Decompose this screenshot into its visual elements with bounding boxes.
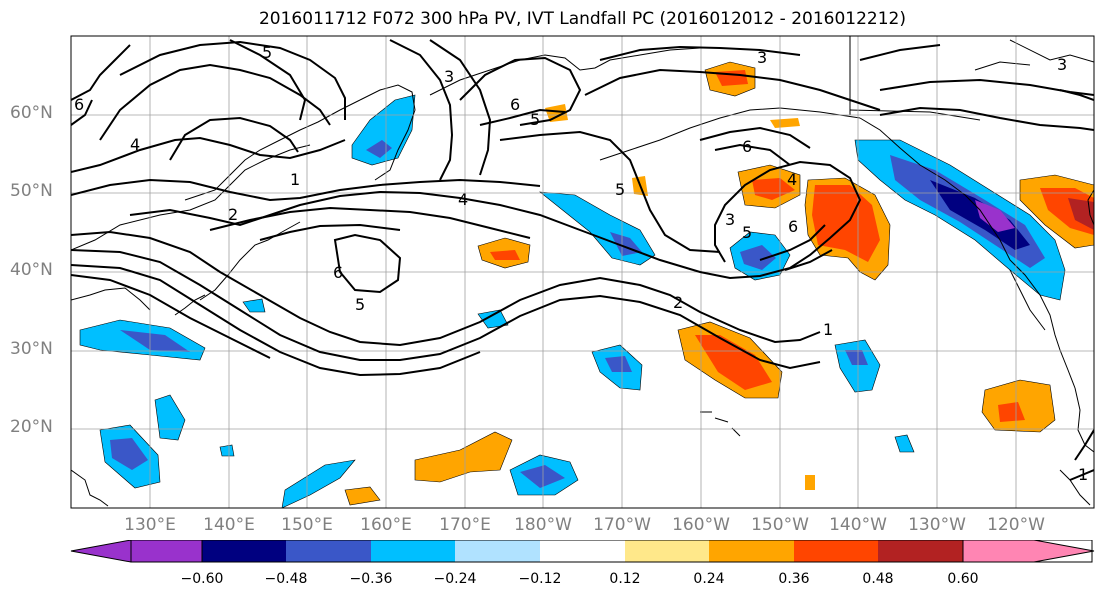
contour-label: 1 xyxy=(1078,465,1088,484)
contour-label: 6 xyxy=(742,137,752,156)
lon-label: 130°E xyxy=(124,515,176,535)
colorbar-tick-label: −0.36 xyxy=(349,571,393,587)
colorbar-tick-label: 0.24 xyxy=(693,571,725,587)
colorbar-tick-label: 0.48 xyxy=(862,571,894,587)
colorbar-segment xyxy=(286,540,371,562)
contour-label: 6 xyxy=(333,263,343,282)
contour-label: 5 xyxy=(262,43,272,62)
lon-label: 170°W xyxy=(593,515,651,535)
colorbar-tick-label: −0.48 xyxy=(264,571,308,587)
colorbar-tick-label: −0.24 xyxy=(433,571,477,587)
colorbar-segment xyxy=(625,540,709,562)
contour-label: 6 xyxy=(788,217,798,236)
contour-label: 2 xyxy=(228,205,238,224)
lon-label: 130°W xyxy=(908,515,966,535)
contour-label: 5 xyxy=(530,110,540,129)
contour-label: 3 xyxy=(1057,55,1067,74)
graticule xyxy=(71,36,1094,508)
contour-label: 3 xyxy=(725,210,735,229)
lon-label: 150°W xyxy=(751,515,809,535)
colorbar-tick-label: −0.60 xyxy=(180,571,224,587)
contour-label: 4 xyxy=(787,170,797,189)
colorbar-segment xyxy=(202,540,286,562)
contour-label: 6 xyxy=(74,95,84,114)
lon-label: 170°E xyxy=(439,515,491,535)
colorbar xyxy=(70,540,1095,563)
lon-label: 120°W xyxy=(987,515,1045,535)
colorbar-extend-low xyxy=(70,540,203,563)
contour-label: 5 xyxy=(615,180,625,199)
contour-label: 6 xyxy=(510,95,520,114)
shaded-anomalies xyxy=(79,61,1094,508)
contour-label: 1 xyxy=(290,170,300,189)
lat-label: 50°N xyxy=(10,181,53,201)
colorbar-segment xyxy=(455,540,540,562)
lon-label: 140°E xyxy=(203,515,255,535)
lon-label: 160°W xyxy=(672,515,730,535)
lat-label: 60°N xyxy=(10,103,53,123)
colorbar-segment xyxy=(794,540,878,562)
lat-label: 40°N xyxy=(10,260,53,280)
colorbar-segment xyxy=(878,540,963,562)
colorbar-tick-label: 0.12 xyxy=(609,571,641,587)
colorbar-segment xyxy=(709,540,794,562)
pv-contours xyxy=(71,39,1094,481)
contour-label: 3 xyxy=(444,67,454,86)
contour-label: 5 xyxy=(355,295,365,314)
colorbar-tick-label: −0.12 xyxy=(518,571,562,587)
colorbar-tick-label: 0.60 xyxy=(947,571,979,587)
colorbar-extend-high xyxy=(962,540,1095,563)
contour-label: 3 xyxy=(757,48,767,67)
lon-label: 160°E xyxy=(360,515,412,535)
contour-labels: 5 6 4 1 3 6 5 2 4 6 5 3 5 6 3 4 5 6 2 1 … xyxy=(74,43,1088,484)
contour-label: 4 xyxy=(130,135,140,154)
contour-label: 2 xyxy=(673,293,683,312)
map-title: 2016011712 F072 300 hPa PV, IVT Landfall… xyxy=(258,9,906,29)
lat-label: 20°N xyxy=(10,417,53,437)
contour-label: 4 xyxy=(458,190,468,209)
lon-label: 180°W xyxy=(514,515,572,535)
map-frame xyxy=(70,35,1095,509)
contour-label: 5 xyxy=(742,223,752,242)
lat-label: 30°N xyxy=(10,339,53,359)
positive-anomaly-south-band xyxy=(414,431,513,483)
lon-label: 150°E xyxy=(281,515,333,535)
colorbar-segment xyxy=(371,540,455,562)
map-panel: 5 6 4 1 3 6 5 2 4 6 5 3 5 6 3 4 5 6 2 1 … xyxy=(70,35,1095,509)
lon-label: 140°W xyxy=(829,515,887,535)
contour-label: 1 xyxy=(823,320,833,339)
colorbar-tick-label: 0.36 xyxy=(778,571,810,587)
colorbar-segment xyxy=(540,540,625,562)
